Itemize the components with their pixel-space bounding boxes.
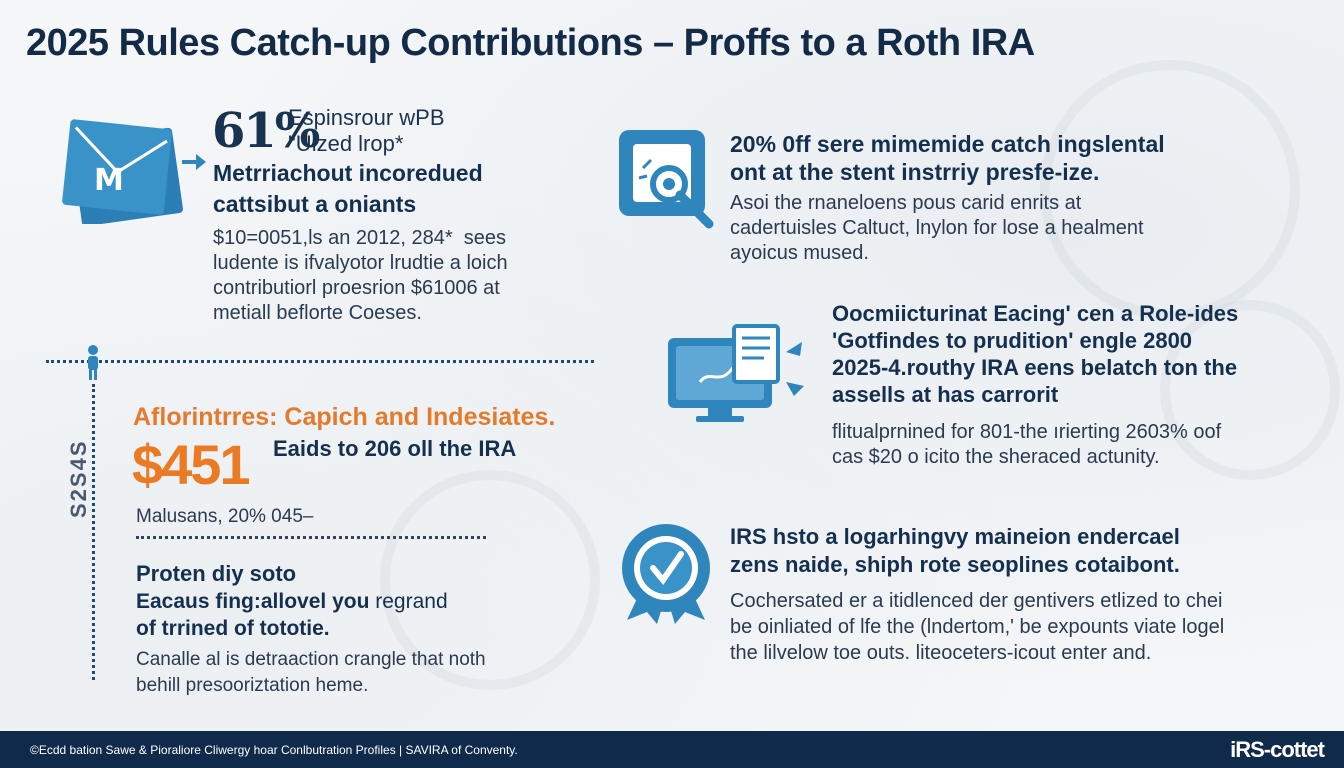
section5-body: Cochersated er a itidlenced der gentiver…	[730, 590, 1225, 664]
section4-body: flitualprnined for 801-the ırierting 260…	[832, 421, 1222, 468]
section1-percentage: 61%	[212, 103, 320, 159]
section3-heading2: Eacaus fing:allovel you regrand of trrin…	[136, 588, 556, 642]
section2-body: Asoi the rnaneloens pous carid enrits at…	[730, 192, 1144, 264]
monitor-documents-icon	[664, 322, 824, 426]
section3-rule	[136, 536, 486, 539]
section3-note: Malusans, 20% 045–	[136, 506, 314, 527]
section1-tagline: Espinsrour wPB "Uized lrop*	[288, 105, 445, 156]
search-document-icon	[617, 128, 721, 232]
section3-heading: Proten diy soto	[136, 561, 297, 586]
footer-text: ©Ecdd bation Sawe & Pioraliore Cliwergy …	[30, 743, 518, 757]
person-icon	[84, 345, 102, 381]
svg-text:M: M	[94, 163, 124, 198]
section3-subheading: Eaids to 206 oll the IRA	[273, 436, 517, 461]
award-badge-check-icon	[617, 520, 715, 624]
section3-amount: $451	[132, 433, 251, 496]
section2-heading: 20% 0ff sere mimemide catch ingslental o…	[730, 131, 1165, 185]
section4-heading: Oocmiicturinat Eacing' cen a Role-ides '…	[832, 301, 1239, 407]
section1-heading: Metrriachout incoredued cattsibut a onia…	[213, 160, 483, 217]
background-ring	[1160, 300, 1340, 480]
footer-bar: ©Ecdd bation Sawe & Pioraliore Cliwergy …	[0, 731, 1344, 768]
vertical-divider	[92, 384, 95, 680]
page-title: 2025 Rules Catch-up Contributions – Prof…	[26, 22, 1035, 64]
footer-logo: iRS-cottet	[1230, 737, 1325, 762]
section3-body: Canalle al is detraaction crangle that n…	[136, 649, 486, 696]
envelope-letter-icon: M	[60, 112, 210, 227]
section3-heading2-bold: Eacaus fing:allovel you	[136, 590, 370, 613]
section5-heading: IRS hsto a logarhingvy maineion endercae…	[730, 524, 1180, 577]
section3-side-label: S2S4S	[66, 439, 91, 519]
section3-orange-heading: Aflorintrres: Capich and Indesiates.	[133, 403, 556, 431]
background-ring	[1040, 60, 1300, 320]
section-divider	[46, 360, 594, 363]
section3-heading2-regular: regrand	[369, 590, 448, 613]
section1-body: $10=0051,ls an 2012, 284* sees ludente i…	[213, 227, 508, 324]
background-ring	[380, 470, 600, 690]
section3-heading2-line2: of trrined of tototie.	[136, 617, 330, 640]
